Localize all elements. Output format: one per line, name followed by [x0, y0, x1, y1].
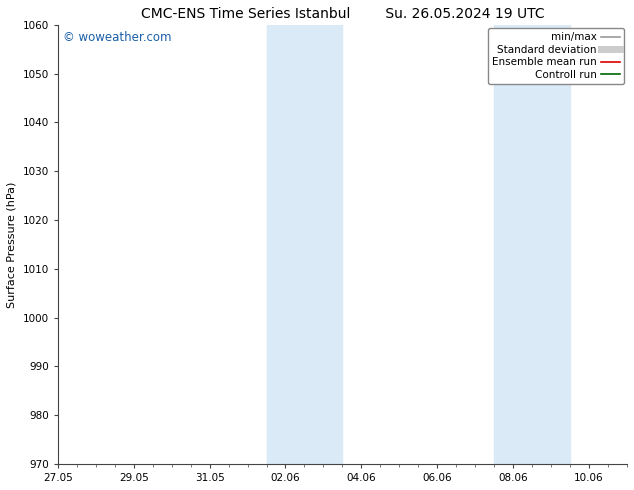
Title: CMC-ENS Time Series Istanbul        Su. 26.05.2024 19 UTC: CMC-ENS Time Series Istanbul Su. 26.05.2…	[141, 7, 544, 21]
Bar	[495, 25, 570, 464]
Legend: min/max, Standard deviation, Ensemble mean run, Controll run: min/max, Standard deviation, Ensemble me…	[488, 28, 624, 84]
Bar	[266, 25, 342, 464]
Text: © woweather.com: © woweather.com	[63, 31, 172, 45]
Y-axis label: Surface Pressure (hPa): Surface Pressure (hPa)	[7, 181, 17, 308]
